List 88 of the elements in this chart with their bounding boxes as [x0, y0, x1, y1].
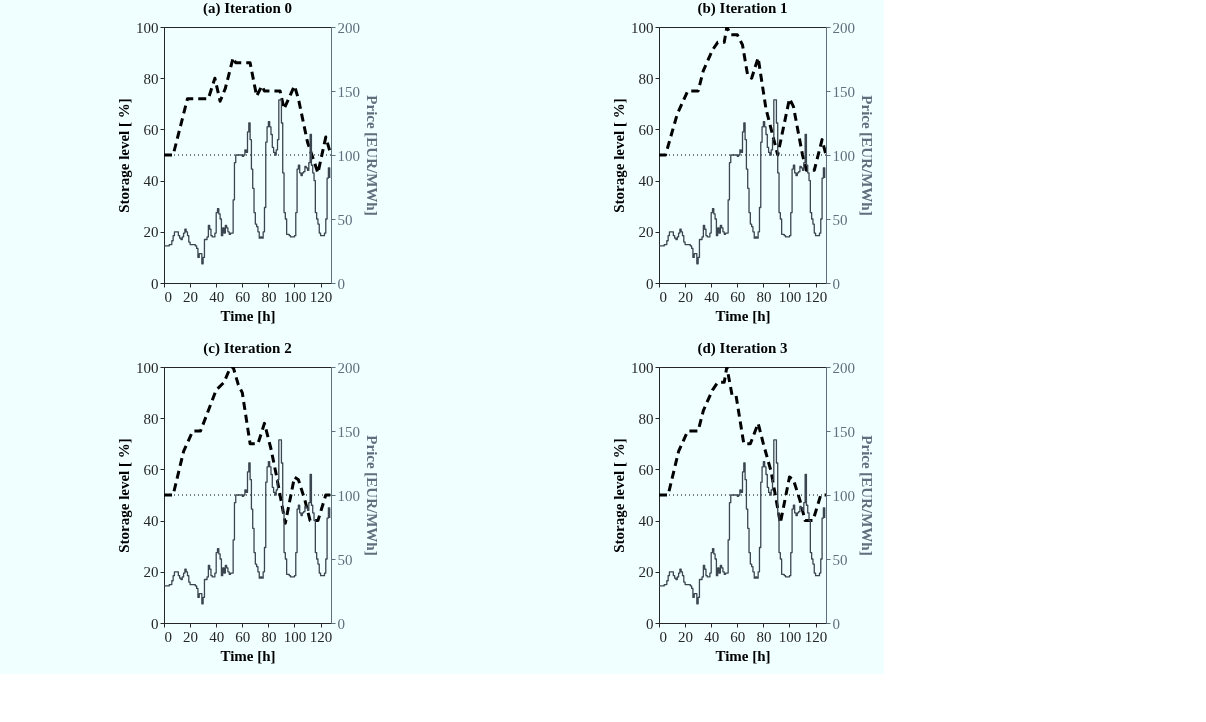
y-tick-label: 20: [638, 564, 654, 581]
y2-tick-label: 200: [337, 359, 360, 376]
y-tick-label: 40: [638, 513, 654, 530]
y-tick-label: 80: [638, 70, 654, 87]
y2-axis-title: Price [EUR/MWh]: [364, 435, 380, 556]
y-tick-label: 40: [143, 173, 159, 190]
y-tick-label: 0: [151, 275, 159, 292]
x-tick-label: 100: [778, 628, 802, 645]
y-tick-label: 80: [638, 410, 654, 427]
y2-tick-label: 200: [832, 359, 855, 376]
x-tick-label: 20: [183, 288, 199, 305]
x-tick-label: 40: [209, 628, 225, 645]
x-tick-label: 60: [730, 628, 746, 645]
x-tick-label: 0: [164, 288, 172, 305]
y-tick-label: 80: [143, 410, 159, 427]
y-tick-label: 40: [143, 513, 159, 530]
x-tick-label: 40: [704, 288, 720, 305]
y2-tick-label: 100: [337, 147, 360, 164]
x-axis-title: Time [h]: [220, 307, 276, 324]
x-tick-label: 100: [283, 628, 307, 645]
x-axis-title: Time [h]: [715, 647, 771, 664]
y2-tick-label: 50: [832, 551, 848, 568]
chart-title: (a) Iteration 0: [202, 0, 293, 17]
x-tick-label: 100: [283, 288, 307, 305]
x-tick-label: 0: [659, 628, 667, 645]
y2-tick-label: 200: [337, 19, 360, 36]
y-axis-title: Storage level [ %]: [611, 438, 627, 553]
x-tick-label: 120: [309, 288, 333, 305]
y2-tick-label: 100: [832, 147, 855, 164]
y-axis-title: Storage level [ %]: [116, 438, 132, 553]
y-tick-label: 60: [143, 121, 159, 138]
x-tick-label: 60: [235, 288, 251, 305]
y-tick-label: 100: [631, 359, 654, 376]
chart-title: (d) Iteration 3: [697, 340, 788, 357]
y-tick-label: 0: [151, 615, 159, 632]
y2-tick-label: 50: [337, 211, 353, 228]
y2-tick-label: 150: [337, 83, 360, 100]
x-tick-label: 40: [704, 628, 720, 645]
y-tick-label: 100: [631, 19, 654, 36]
y2-tick-label: 50: [337, 551, 353, 568]
x-tick-label: 0: [659, 288, 667, 305]
y-tick-label: 60: [143, 461, 159, 478]
x-tick-label: 40: [209, 288, 225, 305]
x-tick-label: 20: [678, 288, 694, 305]
y2-tick-label: 0: [337, 275, 345, 292]
y2-tick-label: 100: [337, 487, 360, 504]
y-tick-label: 20: [638, 224, 654, 241]
y2-tick-label: 100: [832, 487, 855, 504]
y2-tick-label: 150: [337, 423, 360, 440]
y-tick-label: 60: [638, 121, 654, 138]
y2-tick-label: 0: [832, 275, 840, 292]
y2-tick-label: 150: [832, 423, 855, 440]
y2-axis-title: Price [EUR/MWh]: [859, 435, 875, 556]
y2-tick-label: 150: [832, 83, 855, 100]
y-tick-label: 100: [136, 19, 159, 36]
x-tick-label: 60: [730, 288, 746, 305]
y2-tick-label: 0: [337, 615, 345, 632]
x-tick-label: 120: [804, 628, 828, 645]
y-tick-label: 0: [646, 275, 654, 292]
x-tick-label: 100: [778, 288, 802, 305]
y2-axis-title: Price [EUR/MWh]: [364, 95, 380, 216]
x-tick-label: 80: [261, 288, 277, 305]
y-tick-label: 40: [638, 173, 654, 190]
x-tick-label: 80: [756, 288, 772, 305]
x-tick-label: 60: [235, 628, 251, 645]
x-tick-label: 20: [183, 628, 199, 645]
x-tick-label: 80: [756, 628, 772, 645]
x-tick-label: 120: [309, 628, 333, 645]
y-tick-label: 0: [646, 615, 654, 632]
chart-title: (c) Iteration 2: [203, 340, 292, 357]
y-tick-label: 60: [638, 461, 654, 478]
y2-axis-title: Price [EUR/MWh]: [859, 95, 875, 216]
x-axis-title: Time [h]: [220, 647, 276, 664]
y2-tick-label: 200: [832, 19, 855, 36]
y-tick-label: 20: [143, 224, 159, 241]
x-tick-label: 120: [804, 288, 828, 305]
y2-tick-label: 50: [832, 211, 848, 228]
x-tick-label: 0: [164, 628, 172, 645]
y-axis-title: Storage level [ %]: [611, 98, 627, 213]
x-tick-label: 80: [261, 628, 277, 645]
y-tick-label: 100: [136, 359, 159, 376]
y-tick-label: 20: [143, 564, 159, 581]
x-tick-label: 20: [678, 628, 694, 645]
chart-title: (b) Iteration 1: [697, 0, 788, 17]
y-tick-label: 80: [143, 70, 159, 87]
y-axis-title: Storage level [ %]: [116, 98, 132, 213]
x-axis-title: Time [h]: [715, 307, 771, 324]
y2-tick-label: 0: [832, 615, 840, 632]
